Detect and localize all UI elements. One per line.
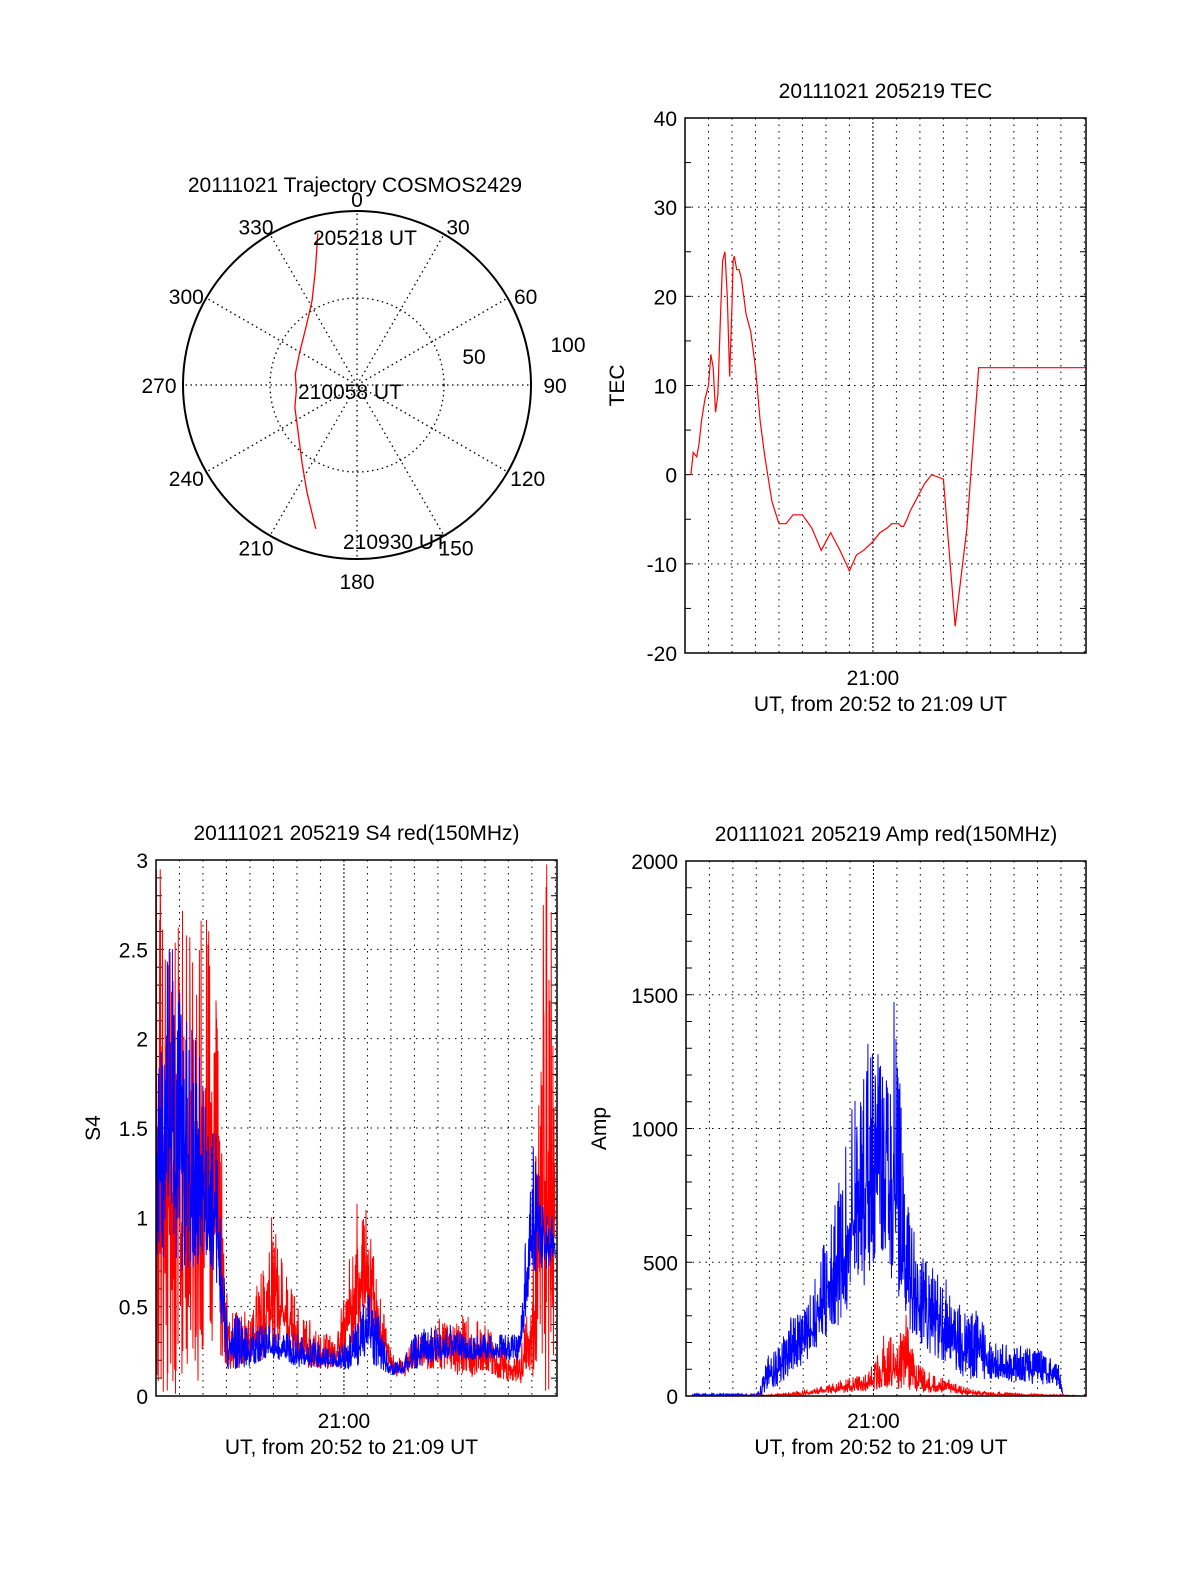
tec-plot: 20111021 205219 TEC -20 -10 0 10 20 30 40 21:00 U… (606, 80, 1087, 716)
series-group (690, 251, 1086, 627)
y-tick-label: 2000 (631, 851, 678, 874)
y-axis-label: TEC (606, 365, 629, 407)
polar-spoke (356, 384, 509, 473)
angle-label: 0 (351, 189, 363, 212)
chart-title: 20111021 Trajectory COSMOS2429 (188, 174, 522, 197)
polar-spoke (356, 233, 445, 386)
y-tick-label: 1500 (631, 985, 678, 1008)
angle-label: 60 (514, 286, 537, 309)
series-trace (691, 1001, 1086, 1396)
y-tick-label: 1 (136, 1207, 148, 1230)
angle-label: 300 (169, 286, 204, 309)
angle-label: 150 (438, 538, 473, 561)
chart-title: 20111021 205219 Amp red(150MHz) (715, 823, 1057, 846)
series-trace (156, 864, 556, 1394)
angle-label: 240 (169, 468, 204, 491)
time-annotation: 210930 UT (343, 531, 447, 554)
y-tick-label: 0 (665, 465, 677, 488)
polar-spoke (356, 384, 445, 537)
y-tick-label: 500 (643, 1252, 678, 1275)
y-tick-label: 0 (136, 1386, 148, 1409)
polar-spoke (205, 384, 358, 473)
angle-label: 30 (446, 216, 469, 239)
x-tick-label: 21:00 (847, 1410, 900, 1433)
plot-frame (684, 117, 1087, 654)
series-group (156, 864, 556, 1394)
time-annotation: 210058 UT (298, 381, 402, 404)
y-tick-label: 30 (654, 197, 677, 220)
radial-label-100: 100 (550, 334, 585, 357)
polar-outer-ring (182, 210, 532, 560)
amp-plot: 20111021 205219 Amp red(150MHz) 0 500 1000 1… (588, 823, 1087, 1459)
y-tick-label: 40 (654, 108, 677, 131)
x-tick-label: 21:00 (318, 1410, 371, 1433)
chart-title: 20111021 205219 S4 red(150MHz) (193, 822, 519, 845)
chart-title: 20111021 205219 TEC (779, 80, 993, 103)
polar-spoke (269, 233, 358, 386)
series-trace (156, 949, 556, 1376)
y-tick-label: 1.5 (119, 1118, 148, 1141)
y-tick-label: -20 (647, 643, 677, 666)
polar-spoke (269, 384, 358, 537)
y-axis-label: S4 (82, 1115, 105, 1141)
angle-label: 120 (510, 468, 545, 491)
angle-label: 270 (141, 375, 176, 398)
angle-label: 330 (238, 216, 273, 239)
series-group (691, 1001, 1086, 1396)
y-tick-label: 2.5 (119, 939, 148, 962)
trajectory-line (294, 233, 319, 529)
y-tick-label: 20 (654, 286, 677, 309)
plot-frame (685, 860, 1087, 1397)
y-tick-label: 2 (136, 1029, 148, 1052)
polar-spoke (205, 297, 358, 386)
y-tick-label: -10 (647, 554, 677, 577)
x-axis-label: UT, from 20:52 to 21:09 UT (754, 1436, 1007, 1459)
plot-frame (155, 859, 558, 1397)
y-axis-label: Amp (588, 1107, 611, 1150)
y-tick-label: 10 (654, 376, 677, 399)
x-axis-label: UT, from 20:52 to 21:09 UT (225, 1436, 478, 1459)
angle-label: 90 (543, 375, 566, 398)
s4-plot: 20111021 205219 S4 red(150MHz) 0 0.5 1 1.5 2 2… (82, 822, 558, 1459)
y-tick-label: 0.5 (119, 1297, 148, 1320)
x-axis-label: UT, from 20:52 to 21:09 UT (754, 693, 1007, 716)
angle-label: 210 (238, 538, 273, 561)
y-tick-label: 0 (666, 1386, 678, 1409)
series-line (690, 251, 1086, 627)
angle-label: 180 (339, 571, 374, 594)
polar-spoke (356, 297, 509, 386)
y-tick-label: 1000 (631, 1119, 678, 1142)
polar-ring-50 (269, 297, 445, 473)
time-annotation: 205218 UT (313, 227, 417, 250)
x-tick-label: 21:00 (847, 667, 900, 690)
radial-label-50: 50 (462, 346, 485, 369)
y-tick-label: 3 (136, 850, 148, 873)
